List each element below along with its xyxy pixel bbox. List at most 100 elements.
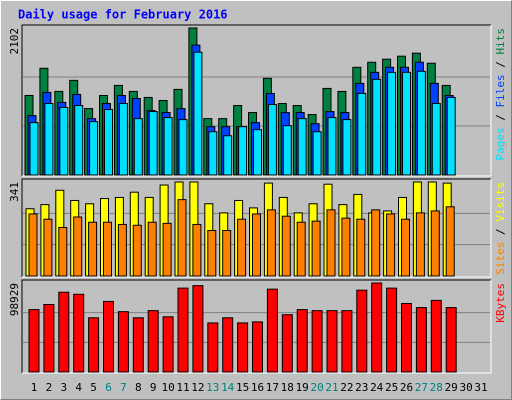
bar	[371, 282, 383, 373]
x-tick-label: 29	[445, 381, 458, 394]
x-tick-label: 1	[31, 381, 38, 394]
bar	[415, 307, 427, 373]
bar	[252, 213, 261, 277]
bar	[74, 105, 84, 176]
bar	[177, 287, 189, 373]
x-tick-label: 7	[120, 381, 127, 394]
bar	[356, 218, 366, 277]
bar	[296, 221, 306, 277]
bar	[430, 299, 442, 373]
bar	[326, 209, 336, 277]
panel-edge-light	[22, 179, 492, 278]
x-tick-label: 18	[281, 381, 294, 394]
x-tick-label: 27	[415, 381, 428, 394]
x-tick-label: 26	[400, 381, 413, 394]
x-tick-label: 6	[105, 381, 112, 394]
bar	[237, 218, 247, 277]
x-tick-label: 25	[385, 381, 398, 394]
bar	[252, 321, 263, 373]
bar	[208, 131, 218, 176]
bar	[89, 121, 99, 176]
legend: Pages / Files / Hits	[494, 28, 507, 161]
bar	[282, 125, 292, 176]
bar	[133, 118, 143, 176]
bar	[58, 226, 68, 277]
bar	[386, 213, 396, 277]
x-tick-label: 9	[150, 381, 157, 394]
x-tick-label: 2	[46, 381, 53, 394]
bar	[431, 103, 441, 176]
bar	[73, 216, 83, 277]
bar	[192, 223, 202, 277]
legend-entry: Pages	[494, 127, 507, 160]
bar	[372, 78, 382, 176]
bar	[117, 311, 129, 373]
bar	[223, 135, 233, 176]
chart-title: Daily usage for February 2016	[18, 8, 228, 22]
legend-entry: Sites	[494, 242, 507, 275]
bar	[237, 322, 249, 373]
bar	[207, 230, 217, 277]
bar	[371, 209, 381, 277]
x-tick-label: 5	[90, 381, 97, 394]
bar	[387, 71, 397, 176]
bar	[192, 285, 204, 373]
x-tick-label: 24	[370, 381, 384, 394]
bar	[88, 221, 98, 277]
legend: Sites / Visits	[494, 182, 507, 275]
panel-edge-dark	[21, 24, 491, 176]
bar	[162, 222, 172, 277]
x-tick-label: 16	[251, 381, 264, 394]
x-tick-label: 31	[474, 381, 487, 394]
bar	[327, 117, 337, 176]
legend-entry: KBytes	[494, 283, 507, 323]
x-tick-label: 19	[296, 381, 309, 394]
bar	[29, 122, 39, 176]
legend-entry: Hits	[494, 28, 507, 55]
bar	[253, 129, 262, 176]
panel-edge-light	[22, 280, 492, 374]
bar	[43, 303, 55, 373]
bar	[163, 117, 173, 176]
bar	[311, 220, 321, 277]
legend-separator: /	[494, 222, 507, 242]
bar	[357, 92, 367, 176]
x-tick-label: 11	[176, 381, 189, 394]
bar	[238, 126, 248, 176]
bar	[311, 310, 323, 373]
x-tick-label: 8	[135, 381, 142, 394]
x-tick-label: 28	[430, 381, 443, 394]
bar	[103, 221, 112, 277]
x-tick-label: 3	[60, 381, 67, 394]
bar	[326, 310, 338, 373]
bar	[386, 287, 398, 373]
x-tick-label: 15	[236, 381, 249, 394]
x-tick-label: 13	[206, 381, 219, 394]
bar	[103, 300, 114, 373]
bar	[312, 131, 322, 176]
bar	[401, 218, 410, 277]
legend-entry: Visits	[494, 182, 507, 222]
legend-separator: /	[494, 108, 507, 128]
bar	[266, 209, 276, 277]
bar	[59, 107, 69, 176]
bar	[341, 217, 351, 277]
bar	[430, 210, 440, 277]
bar	[207, 322, 219, 373]
bar	[401, 302, 412, 373]
bar	[193, 51, 203, 176]
bar	[416, 70, 426, 176]
y-tick-label: 341	[8, 182, 21, 202]
bar	[222, 230, 232, 277]
x-tick-label: 4	[75, 381, 82, 394]
bar	[178, 119, 188, 176]
panel-edge-dark	[21, 279, 491, 373]
bar	[341, 310, 353, 373]
bar	[58, 291, 70, 373]
bar	[267, 104, 277, 176]
bar	[28, 309, 40, 373]
x-tick-label: 14	[221, 381, 235, 394]
legend: KBytes	[494, 283, 507, 323]
